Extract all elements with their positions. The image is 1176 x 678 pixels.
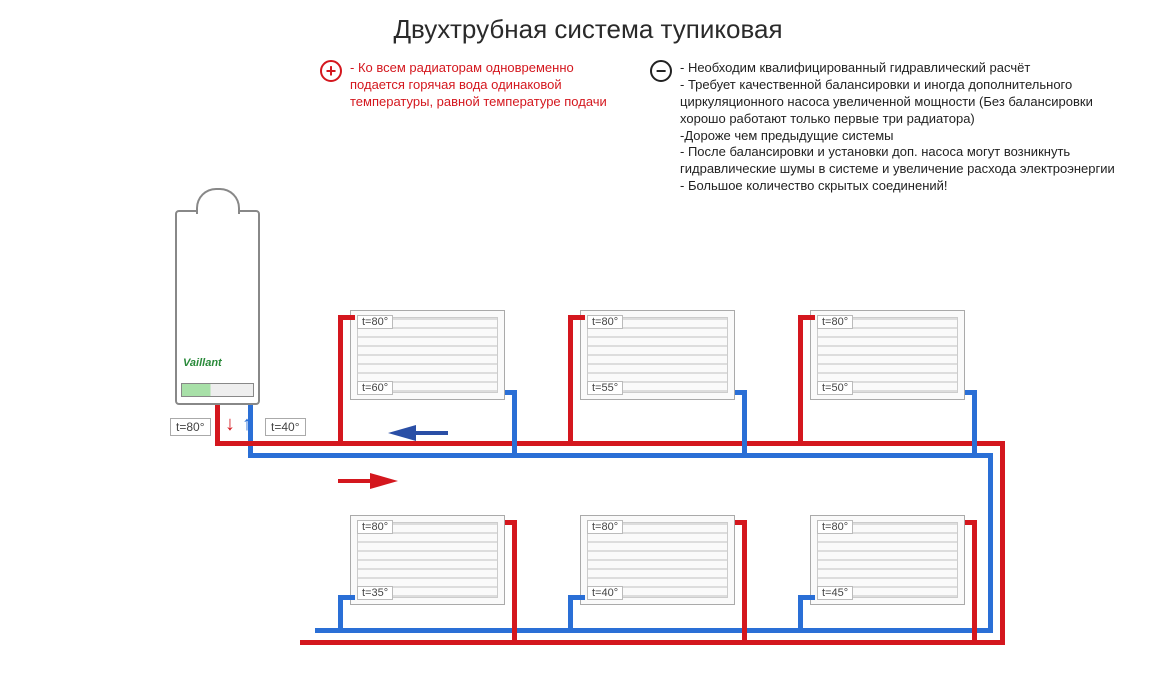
return-pipe (315, 628, 993, 633)
radiator-row1-3: t=80° t=50° (810, 310, 965, 400)
return-pipe (798, 595, 815, 600)
radiator-temp-out: t=40° (587, 586, 623, 600)
radiator-temp-out: t=45° (817, 586, 853, 600)
return-pipe (338, 595, 355, 600)
boiler-return-temp: t=40° (265, 418, 306, 436)
return-pipe (798, 595, 803, 633)
flow-arrow-supply-icon (370, 473, 398, 489)
supply-pipe (338, 315, 355, 320)
return-pipe (248, 405, 253, 458)
radiator-temp-out: t=55° (587, 381, 623, 395)
return-pipe (972, 390, 977, 458)
supply-pipe (512, 520, 517, 645)
return-pipe (568, 595, 585, 600)
supply-pipe (568, 315, 573, 446)
return-pipe (512, 390, 517, 458)
radiator-temp-in: t=80° (357, 315, 393, 329)
radiator-row2-2: t=80° t=40° (580, 515, 735, 605)
supply-pipe (568, 315, 585, 320)
supply-pipe (215, 405, 220, 446)
return-pipe (338, 595, 343, 633)
return-pipe (568, 595, 573, 633)
radiator-temp-out: t=35° (357, 586, 393, 600)
radiator-row1-1: t=80° t=60° (350, 310, 505, 400)
supply-pipe (798, 315, 803, 446)
radiator-temp-in: t=80° (357, 520, 393, 534)
supply-pipe (965, 520, 977, 525)
return-pipe (988, 453, 993, 633)
boiler-brand-logo: Vaillant (183, 357, 222, 369)
supply-pipe (505, 520, 517, 525)
radiator-row1-2: t=80° t=55° (580, 310, 735, 400)
supply-pipe (735, 520, 747, 525)
supply-pipe (338, 315, 343, 446)
supply-pipe (1000, 441, 1005, 645)
return-pipe (965, 390, 977, 395)
radiator-row2-3: t=80° t=45° (810, 515, 965, 605)
boiler-display (181, 383, 254, 397)
return-pipe (248, 453, 993, 458)
radiator-temp-in: t=80° (817, 520, 853, 534)
supply-pipe (300, 640, 1005, 645)
radiator-temp-in: t=80° (587, 315, 623, 329)
boiler-supply-temp: t=80° (170, 418, 211, 436)
radiator-temp-in: t=80° (587, 520, 623, 534)
radiator-temp-out: t=60° (357, 381, 393, 395)
flow-arrow-return-icon (388, 425, 416, 441)
radiator-row2-1: t=80° t=35° (350, 515, 505, 605)
return-pipe (735, 390, 747, 395)
supply-pipe (798, 315, 815, 320)
supply-pipe (215, 441, 1005, 446)
supply-pipe (972, 520, 977, 645)
return-pipe (505, 390, 517, 395)
boiler: Vaillant (175, 210, 260, 405)
heating-diagram: Vaillantt=80°t=40°↓↑t=80°t=60°t=80°t=55°… (0, 0, 1176, 678)
radiator-temp-out: t=50° (817, 381, 853, 395)
return-pipe (742, 390, 747, 458)
supply-pipe (742, 520, 747, 645)
radiator-temp-in: t=80° (817, 315, 853, 329)
boiler-supply-arrow-icon: ↓ (225, 413, 235, 436)
